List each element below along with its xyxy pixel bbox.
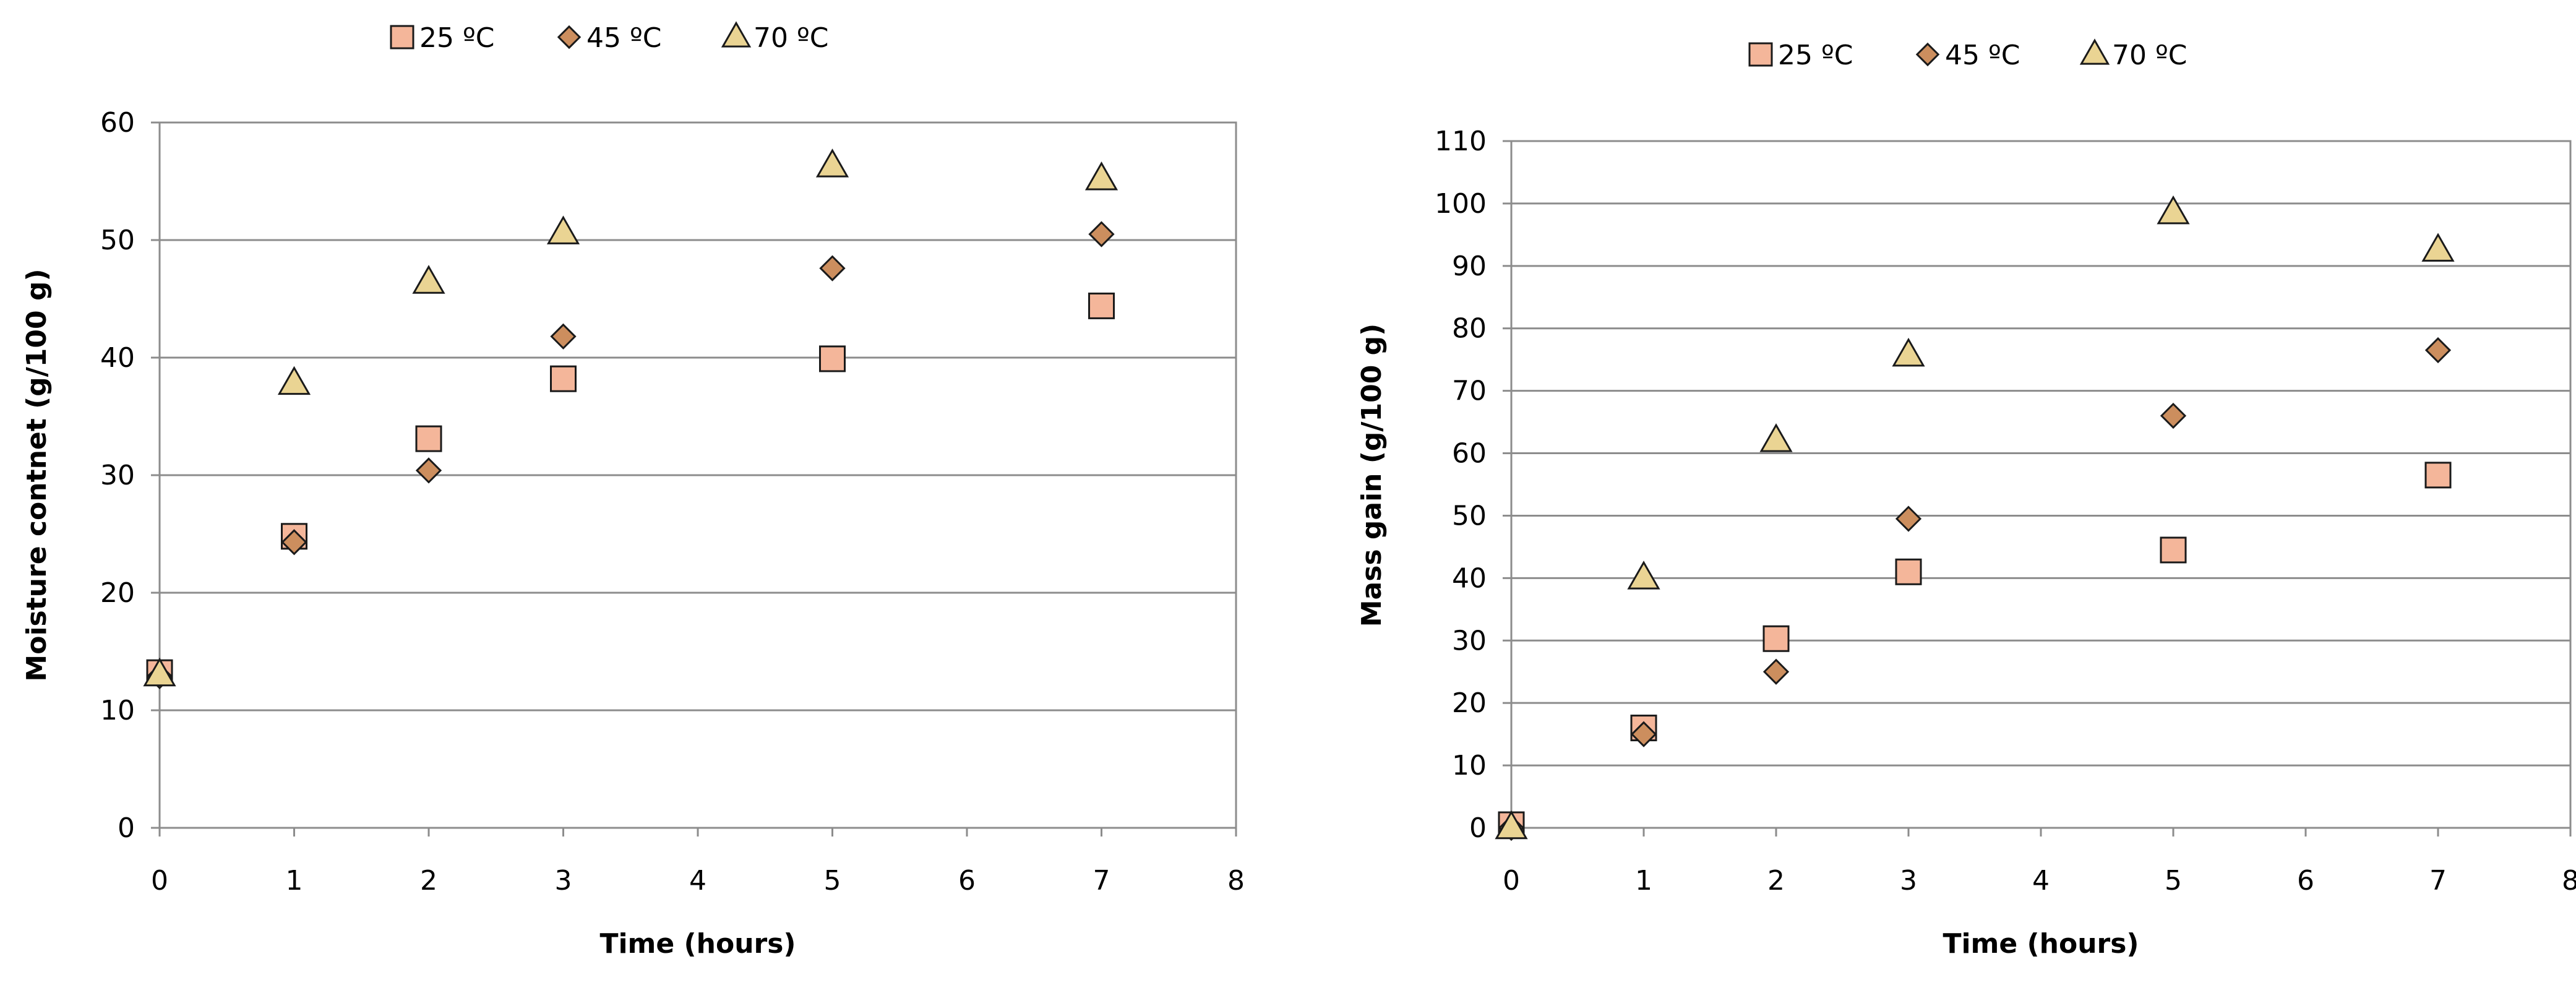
- y-tick-label: 20: [1452, 687, 1487, 719]
- legend-label: 70 ºC: [2112, 40, 2187, 71]
- data-point-triangle: [546, 215, 580, 244]
- data-point-triangle: [277, 366, 311, 395]
- x-axis-title: Time (hours): [1943, 928, 2139, 960]
- y-tick-label: 30: [1452, 625, 1487, 656]
- y-tick-label: 100: [1435, 188, 1487, 220]
- x-tick-label: 1: [286, 865, 303, 897]
- series-triangle: [143, 148, 1118, 687]
- data-point-diamond: [281, 529, 307, 556]
- data-point-diamond: [2424, 337, 2452, 364]
- data-point-triangle: [412, 265, 445, 294]
- data-point-triangle: [815, 148, 849, 178]
- x-tick-label: 5: [2165, 865, 2182, 897]
- x-tick-label: 4: [689, 865, 706, 897]
- data-point-diamond: [415, 457, 442, 484]
- data-point-triangle: [1495, 810, 1528, 840]
- data-point-diamond: [1630, 721, 1657, 747]
- data-point-diamond: [819, 255, 846, 282]
- data-point-triangle: [1084, 161, 1118, 191]
- data-point-diamond: [550, 323, 577, 350]
- x-tick-label: 2: [1767, 865, 1785, 897]
- plot-area: [1510, 140, 2572, 829]
- x-tick-label: 0: [1503, 865, 1520, 897]
- x-tick-label: 6: [2297, 865, 2314, 897]
- x-tick-label: 4: [2032, 865, 2050, 897]
- y-tick-label: 40: [1452, 562, 1487, 594]
- legend-label: 45 ºC: [1945, 40, 2020, 71]
- y-tick-label: 60: [1452, 438, 1487, 470]
- x-tick-label: 1: [1635, 865, 1652, 897]
- legend-label: 25 ºC: [419, 22, 494, 54]
- y-tick-label: 60: [100, 107, 135, 139]
- x-tick-label: 8: [2562, 865, 2576, 897]
- y-tick-label: 80: [1452, 313, 1487, 345]
- mass-gain-chart: 0 10 20 30 40 50 60 70 80 90 100 110 0 1 2 3 4 5 6 7 8 Time (…: [1356, 38, 2576, 960]
- y-tick-label: 50: [1452, 500, 1487, 531]
- data-point-square: [1088, 292, 1115, 319]
- y-tick-label: 40: [100, 342, 135, 374]
- y-tick-label: 0: [1469, 812, 1487, 844]
- y-tick-label: 50: [100, 225, 135, 256]
- legend: 25 ºC 45 ºC 70 ºC: [1748, 38, 2187, 71]
- data-point-square: [2424, 462, 2452, 489]
- data-point-triangle: [1759, 423, 1793, 452]
- data-point-diamond: [1088, 221, 1115, 247]
- legend-marker-square: [390, 25, 414, 49]
- data-point-diamond: [1762, 658, 1790, 685]
- y-tick-label: 90: [1452, 251, 1487, 282]
- y-tick-label: 10: [100, 695, 135, 726]
- data-point-triangle: [1892, 337, 1925, 367]
- x-tick-label: 7: [2429, 865, 2447, 897]
- data-point-square: [1895, 558, 1922, 585]
- data-point-square: [2160, 536, 2187, 564]
- x-tick-label: 5: [824, 865, 841, 897]
- x-tick-label: 3: [1900, 865, 1917, 897]
- y-tick-label: 0: [118, 812, 135, 844]
- moisture-content-chart: 0 10 20 30 40 50 60 0 1 2 3 4 5 6 7 8 Time (hours) Moistu…: [21, 21, 1245, 960]
- data-point-triangle: [143, 657, 176, 687]
- legend-marker-diamond: [1915, 42, 1940, 67]
- data-point-triangle: [1627, 561, 1660, 590]
- data-point-square: [415, 425, 442, 452]
- series-diamond: [1498, 337, 2452, 841]
- series-square: [146, 292, 1115, 686]
- legend-marker-triangle: [2079, 38, 2110, 65]
- series-triangle: [1495, 195, 2455, 840]
- y-axis-title: Moisture contnet (g/100 g): [21, 269, 53, 681]
- y-tick-label: 10: [1452, 750, 1487, 781]
- x-tick-label: 8: [1227, 865, 1245, 897]
- y-axis-title: Mass gain (g/100 g): [1356, 324, 1388, 627]
- series-square: [1498, 462, 2452, 838]
- data-point-square: [550, 365, 577, 392]
- x-tick-label: 3: [555, 865, 572, 897]
- data-point-triangle: [2157, 195, 2190, 225]
- y-tick-label: 70: [1452, 376, 1487, 407]
- data-point-diamond: [1895, 505, 1922, 532]
- data-point-triangle: [2421, 233, 2455, 262]
- y-tick-label: 30: [100, 460, 135, 491]
- legend-label: 45 ºC: [586, 22, 661, 54]
- y-tick-label: 110: [1435, 126, 1487, 157]
- x-axis-title: Time (hours): [599, 928, 796, 960]
- y-tick-label: 20: [100, 577, 135, 609]
- series-diamond: [146, 221, 1115, 690]
- data-point-square: [819, 345, 846, 372]
- legend-marker-triangle: [721, 21, 752, 48]
- legend: 25 ºC 45 ºC 70 ºC: [390, 21, 828, 54]
- legend-marker-square: [1748, 42, 1773, 67]
- data-point-diamond: [2160, 402, 2187, 429]
- x-tick-label: 7: [1093, 865, 1110, 897]
- data-point-square: [1762, 625, 1790, 652]
- x-tick-label: 6: [958, 865, 976, 897]
- x-tick-label: 2: [420, 865, 437, 897]
- legend-label: 70 ºC: [753, 22, 828, 54]
- legend-marker-diamond: [557, 25, 582, 49]
- x-tick-label: 0: [151, 865, 168, 897]
- legend-label: 25 ºC: [1778, 40, 1853, 71]
